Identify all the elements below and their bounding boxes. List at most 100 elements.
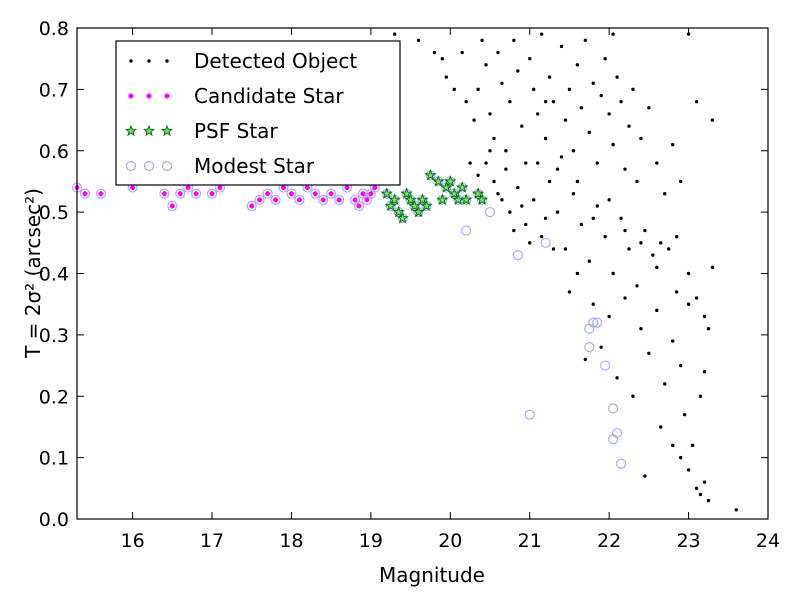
detected-object-point: [587, 130, 591, 135]
detected-object-point: [520, 124, 524, 128]
modest-star-point: [334, 194, 345, 205]
detected-object-point: [734, 508, 738, 512]
psf-star-point: [436, 193, 449, 206]
detected-object-point: [619, 216, 623, 220]
detected-object-point: [603, 234, 607, 239]
detected-object-point: [591, 81, 595, 85]
x-tick-label: 22: [597, 530, 621, 552]
y-tick-label: 0.4: [39, 264, 69, 286]
candidate-star-point: [364, 197, 370, 203]
detected-object-point: [559, 44, 564, 49]
candidate-star-point: [265, 191, 271, 197]
detected-object-point: [623, 296, 627, 300]
detected-object-point: [432, 50, 437, 55]
detected-object-point: [476, 173, 480, 177]
detected-object-point: [567, 87, 572, 92]
detected-object-point: [512, 228, 516, 233]
detected-object-point: [416, 38, 421, 42]
detected-object-point: [615, 75, 619, 79]
detected-object-point: [591, 216, 595, 220]
candidate-star-point: [273, 197, 279, 203]
detected-object-point: [591, 302, 595, 306]
detected-object-point: [516, 185, 520, 190]
detected-object-point: [528, 241, 532, 245]
psf-star-point: [444, 175, 457, 187]
psf-star-point: [475, 193, 489, 206]
detected-object-point: [607, 112, 611, 116]
psf-star-point: [412, 205, 425, 218]
detected-object-point: [603, 56, 607, 61]
detected-object-point: [607, 198, 611, 202]
detected-object-point: [547, 179, 552, 184]
detected-object-point: [539, 32, 544, 36]
detected-object-point: [635, 179, 639, 184]
detected-object-point: [615, 376, 619, 380]
x-tick-label: 21: [518, 530, 542, 552]
modest-star-point: [540, 237, 551, 248]
psf-star-point: [420, 199, 433, 212]
detected-object-point: [531, 87, 536, 92]
detected-object-point: [528, 56, 532, 61]
detected-object-point: [555, 210, 560, 214]
candidate-star-point: [169, 203, 175, 209]
legend-marker-detected-object: [129, 59, 133, 63]
detected-object-point: [535, 161, 540, 165]
modest-star-point: [206, 188, 218, 199]
x-axis-label: Magnitude: [379, 563, 485, 587]
psf-star-point: [456, 181, 469, 193]
detected-object-point: [663, 192, 667, 196]
y-tick-label: 0.1: [39, 448, 69, 470]
legend-marker-psf-star: [160, 124, 174, 137]
detected-object-point: [575, 63, 580, 67]
modest-star-point: [318, 194, 329, 205]
detected-object-point: [686, 468, 691, 472]
y-tick-label: 0.3: [39, 325, 69, 347]
detected-object-point: [639, 136, 643, 141]
detected-object-point: [635, 284, 639, 288]
legend-marker-detected-object: [147, 59, 151, 63]
legend-marker-psf-star: [142, 124, 156, 137]
detected-object-point: [464, 99, 468, 104]
detected-object-point: [631, 87, 635, 92]
detected-object-point: [500, 81, 504, 85]
modest-star-point: [524, 409, 535, 420]
detected-object-point: [563, 247, 568, 251]
detected-object-point: [543, 216, 548, 220]
legend-label-modest-star: Modest Star: [194, 154, 315, 178]
psf-star-point: [440, 181, 453, 193]
detected-object-point: [551, 99, 556, 104]
detected-object-point: [698, 394, 703, 398]
modest-star-point: [254, 194, 265, 205]
legend-marker-psf-star: [124, 124, 138, 137]
detected-object-point: [702, 480, 707, 484]
y-axis-label: T = 2σ² (arcsec²): [21, 188, 45, 359]
psf-star-point: [448, 187, 461, 199]
detected-object-point: [531, 198, 536, 202]
legend-marker-candidate-star: [128, 93, 134, 99]
detected-object-point: [504, 167, 508, 171]
candidate-star-point: [280, 185, 287, 191]
detected-object-point: [706, 498, 711, 503]
detected-object-point: [595, 161, 599, 165]
modest-star-point: [95, 188, 106, 199]
detected-object-point: [706, 327, 711, 331]
modest-star-point: [484, 207, 496, 218]
detected-object-point: [667, 247, 671, 251]
modest-star-point: [584, 342, 595, 353]
legend-marker-candidate-star: [164, 93, 170, 99]
y-tick-label: 0.8: [39, 18, 69, 40]
modest-star-point: [79, 188, 91, 199]
detected-object-point: [516, 69, 520, 73]
detected-object-point: [670, 142, 675, 147]
legend-marker-modest-star: [143, 160, 155, 172]
psf-star-point: [380, 187, 393, 199]
axis-ticks: 16 17 18 19 20 21 22 23 24 0.0 0.1 0.2 0.3 0.4 0.5 0.6 0…: [39, 18, 780, 552]
detected-object-point: [655, 265, 659, 270]
x-tick-label: 24: [756, 530, 780, 552]
modest-star-point: [175, 188, 186, 199]
y-tick-label: 0.6: [39, 141, 69, 163]
detected-object-point: [694, 99, 699, 104]
detected-object-point: [484, 161, 488, 165]
candidate-star-point: [368, 191, 374, 197]
detected-object-point: [571, 192, 576, 196]
